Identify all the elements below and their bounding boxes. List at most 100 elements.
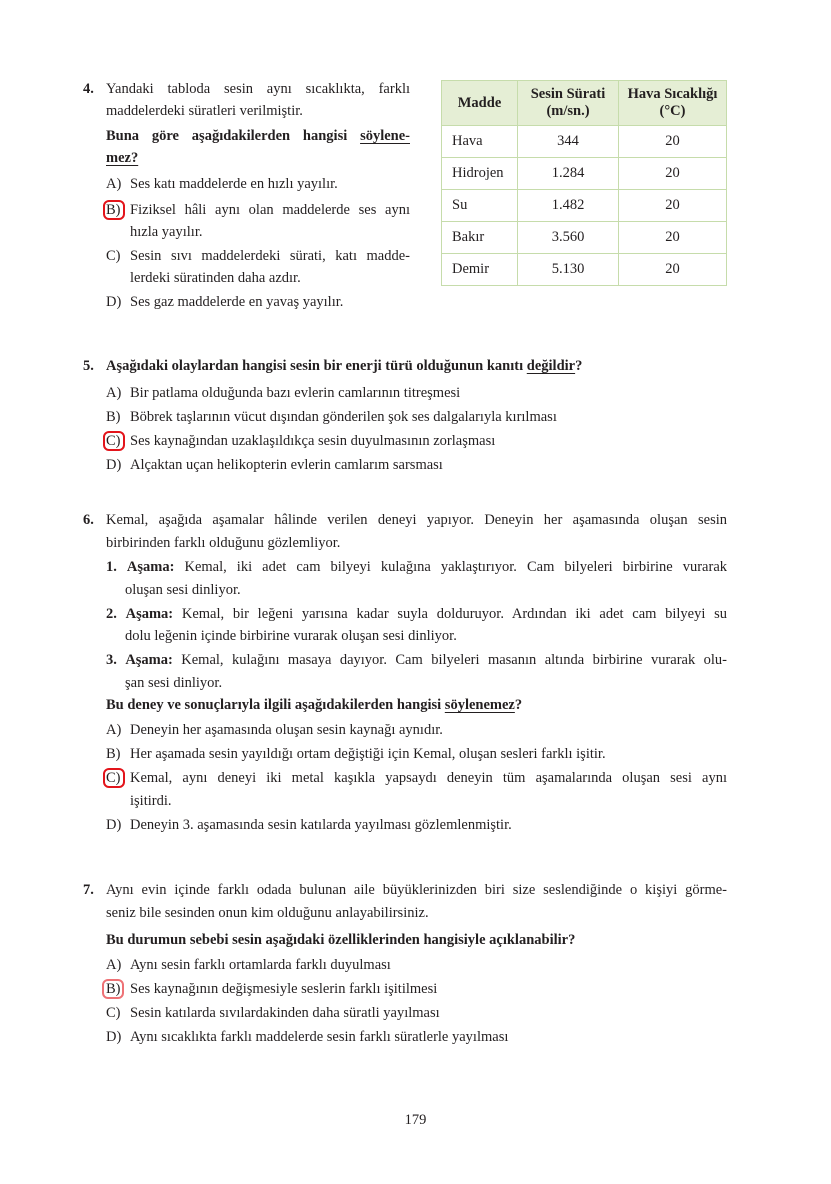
- option-text: Her aşamada sesin yayıldığı ortam değişt…: [130, 746, 606, 762]
- question-text: Aynı evin içinde farklı odada bulunan ai…: [106, 882, 727, 898]
- step-text: dolu leğenin içinde birbirine vurarak ol…: [125, 628, 457, 644]
- option-letter: B): [106, 202, 121, 218]
- question-number: 6.: [83, 512, 94, 528]
- underlined-word: mez?: [106, 150, 139, 166]
- option-text: Alçaktan uçan helikopterin evlerin camla…: [130, 457, 443, 473]
- option-letter: B): [106, 409, 121, 425]
- question-text: Kemal, aşağıda aşamalar hâlinde verilen …: [106, 512, 727, 528]
- sound-speed-table: Madde Sesin Sürati (m/sn.) Hava Sıcaklığı…: [441, 80, 727, 286]
- header-line: Hava Sıcaklığı: [627, 86, 718, 102]
- option-text: Sesin katılarda sıvılardakinden daha sür…: [130, 1005, 440, 1021]
- prompt-text: Bu deney ve sonuçlarıyla ilgili aşağıdak…: [106, 697, 445, 713]
- question-prompt: Bu deney ve sonuçlarıyla ilgili aşağıdak…: [106, 696, 522, 714]
- prompt-text: Buna göre aşağıdakilerden hangisi: [106, 128, 361, 144]
- table-cell: 344: [517, 125, 619, 158]
- step-text: şan sesi dinliyor.: [125, 675, 223, 691]
- question-text: Yandaki tabloda sesin aynı sıcaklıkta, f…: [106, 81, 410, 97]
- column-header: Hava Sıcaklığı (°C): [618, 80, 727, 126]
- prompt-text: Aşağıdaki olaylardan hangisi sesin bir e…: [106, 358, 527, 374]
- header-line: (m/sn.): [546, 103, 590, 119]
- table-cell: Hava: [441, 125, 518, 158]
- step-number: 3.: [106, 652, 117, 668]
- question-prompt: Bu durumun sebebi sesin aşağıdaki özelli…: [106, 932, 576, 948]
- question-text: seniz bile sesinden onun kim olduğunu an…: [106, 905, 429, 921]
- step-text: Kemal, kulağını masaya dayıyor. Cam bily…: [172, 652, 728, 668]
- table-cell: 20: [618, 253, 727, 286]
- column-header: Madde: [441, 80, 518, 126]
- option-text: hızla yayılır.: [130, 224, 203, 240]
- option-text: Deneyin her aşamasında oluşan sesin kayn…: [130, 722, 443, 738]
- table-cell: Bakır: [441, 221, 518, 254]
- option-letter: C): [106, 1005, 121, 1021]
- table-cell: 20: [618, 125, 727, 158]
- underlined-word: söylene-: [360, 128, 410, 144]
- option-letter: C): [106, 248, 121, 264]
- question-number: 4.: [83, 81, 94, 97]
- header-line: (°C): [659, 103, 686, 119]
- step-label: Aşama:: [126, 559, 175, 575]
- table-cell: 1.284: [517, 157, 619, 190]
- option-letter: C): [106, 770, 121, 786]
- header-line: Sesin Sürati: [530, 86, 606, 102]
- answer-mark-circle: [103, 431, 125, 451]
- option-letter: D): [106, 1029, 122, 1045]
- table-row: Demir 5.130 20: [441, 253, 727, 286]
- step-3: 3. Aşama: Kemal, kulağını masaya dayıyor…: [106, 651, 727, 669]
- step-number: 1.: [106, 559, 117, 575]
- step-text: Kemal, bir leğeni yarısına kadar suyla d…: [173, 606, 728, 622]
- option-text: Aynı sesin farklı ortamlarda farklı duyu…: [130, 957, 391, 973]
- question-text: birbirinden farklı olduğunu gözlemliyor.: [106, 535, 341, 551]
- option-letter: A): [106, 176, 122, 192]
- option-text: Aynı sıcaklıkta farklı maddelerde sesin …: [130, 1029, 509, 1045]
- table-row: Su 1.482 20: [441, 189, 727, 222]
- prompt-text: ?: [575, 358, 583, 374]
- option-text: Deneyin 3. aşamasında sesin katılarda ya…: [130, 817, 512, 833]
- table-cell: 1.482: [517, 189, 619, 222]
- question-text: maddelerdeki süratleri verilmiştir.: [106, 103, 303, 119]
- page-number: 179: [404, 1112, 427, 1128]
- answer-mark-circle: [103, 200, 125, 220]
- table-cell: 3.560: [517, 221, 619, 254]
- option-text: Fiziksel hâli aynı olan maddelerde ses a…: [130, 202, 410, 218]
- option-text: Ses katı maddelerde en hızlı yayılır.: [130, 176, 338, 192]
- table-cell: Hidrojen: [441, 157, 518, 190]
- underlined-word: söylenemez: [444, 697, 515, 713]
- step-label: Aşama:: [125, 606, 174, 622]
- option-text: Ses gaz maddelerde en yavaş yayılır.: [130, 294, 344, 310]
- option-letter: A): [106, 385, 122, 401]
- answer-mark-circle: [103, 768, 125, 788]
- option-text: işitirdi.: [130, 793, 172, 809]
- option-letter: C): [106, 433, 121, 449]
- table-row: Hava 344 20: [441, 125, 727, 158]
- table-cell: Demir: [441, 253, 518, 286]
- step-2: 2. Aşama: Kemal, bir leğeni yarısına kad…: [106, 605, 727, 623]
- option-letter: D): [106, 294, 122, 310]
- underlined-word: değildir: [526, 358, 576, 374]
- option-text: lerdeki süratinden daha azdır.: [130, 270, 301, 286]
- table-header-row: Madde Sesin Sürati (m/sn.) Hava Sıcaklığı…: [441, 80, 727, 126]
- option-text: Ses kaynağından uzaklaşıldıkça sesin duy…: [130, 433, 496, 449]
- option-text: Sesin sıvı maddelerdeki sürati, katı mad…: [130, 248, 410, 264]
- option-letter: A): [106, 722, 122, 738]
- step-label: Aşama:: [125, 652, 173, 668]
- option-text: Ses kaynağının değişmesiyle seslerin far…: [130, 981, 438, 997]
- column-header: Sesin Sürati (m/sn.): [517, 80, 619, 126]
- step-text: oluşan sesi dinliyor.: [125, 582, 241, 598]
- option-letter: D): [106, 457, 122, 473]
- option-text: Kemal, aynı deneyi iki metal kaşıkla yap…: [130, 770, 727, 786]
- option-letter: B): [106, 746, 121, 762]
- answer-mark-circle: [102, 979, 124, 999]
- table-cell: 5.130: [517, 253, 619, 286]
- option-letter: D): [106, 817, 122, 833]
- prompt-text: ?: [514, 697, 523, 713]
- table-row: Bakır 3.560 20: [441, 221, 727, 254]
- table-cell: 20: [618, 221, 727, 254]
- step-1: 1. Aşama: Kemal, iki adet cam bilyeyi ku…: [106, 558, 727, 576]
- question-prompt: Aşağıdaki olaylardan hangisi sesin bir e…: [106, 357, 582, 375]
- option-letter: A): [106, 957, 122, 973]
- step-number: 2.: [106, 606, 117, 622]
- table-cell: 20: [618, 157, 727, 190]
- table-cell: Su: [441, 189, 518, 222]
- table-row: Hidrojen 1.284 20: [441, 157, 727, 190]
- step-text: Kemal, iki adet cam bilyeyi kulağına yak…: [174, 559, 727, 575]
